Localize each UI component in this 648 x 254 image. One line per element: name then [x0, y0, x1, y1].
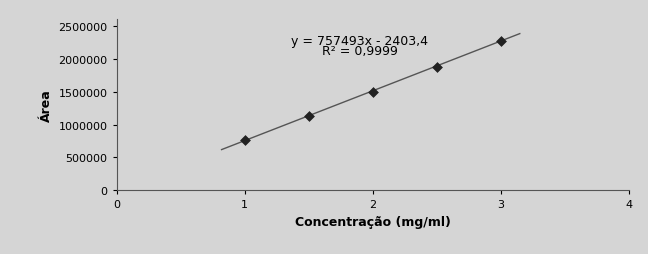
Text: y = 757493x - 2403,4: y = 757493x - 2403,4 — [292, 35, 428, 48]
Y-axis label: Área: Área — [40, 89, 53, 122]
Point — [240, 139, 250, 143]
Text: R² = 0,9999: R² = 0,9999 — [322, 45, 398, 58]
Point — [432, 66, 442, 70]
Point — [303, 114, 314, 118]
X-axis label: Concentração (mg/ml): Concentração (mg/ml) — [295, 215, 450, 228]
Point — [367, 91, 378, 95]
Point — [495, 40, 505, 44]
